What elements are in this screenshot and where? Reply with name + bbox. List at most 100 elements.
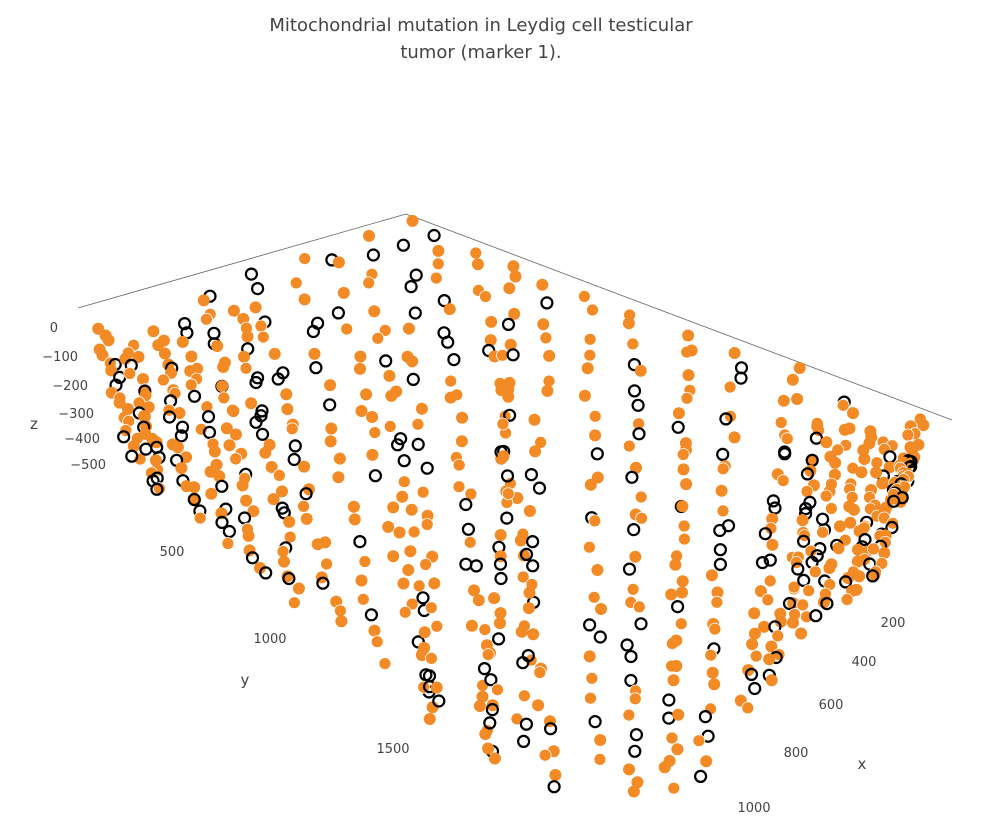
data-point-open bbox=[547, 780, 561, 794]
data-point-filled bbox=[628, 692, 642, 706]
data-point-filled bbox=[147, 325, 160, 338]
data-point-open bbox=[593, 630, 607, 644]
data-point-filled bbox=[354, 362, 366, 375]
data-point-filled bbox=[217, 391, 231, 405]
data-point-filled bbox=[665, 588, 678, 601]
data-point-filled bbox=[528, 413, 541, 426]
data-point-filled bbox=[776, 474, 790, 488]
data-point-filled bbox=[658, 761, 671, 774]
data-point-open bbox=[506, 348, 520, 362]
data-point-filled bbox=[716, 504, 730, 518]
data-point-filled bbox=[515, 625, 528, 638]
data-point-filled bbox=[102, 334, 115, 347]
data-point-filled bbox=[728, 347, 741, 359]
data-point-filled bbox=[676, 586, 688, 599]
data-point-filled bbox=[398, 605, 412, 619]
data-point-filled bbox=[716, 462, 730, 476]
data-point-filled bbox=[397, 475, 411, 489]
data-point-filled bbox=[741, 701, 755, 715]
data-point-filled bbox=[378, 323, 392, 337]
data-point-filled bbox=[420, 518, 434, 531]
data-point-open bbox=[809, 431, 824, 445]
data-point-filled bbox=[200, 400, 214, 414]
data-point-filled bbox=[627, 785, 640, 798]
data-point-open bbox=[622, 562, 637, 576]
data-point-filled bbox=[823, 562, 836, 574]
data-point-filled bbox=[383, 369, 396, 382]
z-tick-label: −300 bbox=[58, 407, 94, 422]
data-point-filled bbox=[383, 419, 397, 433]
data-point-filled bbox=[482, 742, 495, 755]
data-point-open bbox=[744, 667, 759, 682]
data-point-open bbox=[459, 557, 473, 571]
data-point-open bbox=[259, 566, 273, 580]
data-point-open bbox=[815, 512, 830, 526]
data-point-filled bbox=[289, 276, 303, 290]
data-point-filled bbox=[188, 481, 201, 494]
data-point-filled bbox=[808, 565, 822, 579]
data-point-open bbox=[713, 557, 728, 572]
data-point-filled bbox=[366, 448, 379, 461]
data-point-filled bbox=[802, 584, 816, 598]
data-point-filled bbox=[418, 626, 431, 639]
data-point-open bbox=[532, 481, 547, 495]
data-point-filled bbox=[452, 458, 466, 472]
data-point-open bbox=[222, 524, 236, 539]
data-point-filled bbox=[494, 529, 507, 541]
data-point-filled bbox=[385, 389, 398, 402]
data-point-filled bbox=[229, 452, 243, 466]
data-point-filled bbox=[581, 362, 594, 375]
data-point-open bbox=[323, 398, 337, 412]
data-point-filled bbox=[423, 713, 436, 725]
data-point-filled bbox=[405, 597, 419, 611]
data-point-open bbox=[411, 437, 425, 451]
data-point-filled bbox=[158, 347, 171, 360]
data-point-filled bbox=[523, 505, 536, 517]
data-point-filled bbox=[476, 679, 490, 692]
y-tick-label: 1000 bbox=[253, 632, 286, 647]
data-point-open bbox=[883, 450, 897, 464]
data-point-open bbox=[625, 470, 639, 484]
data-point-filled bbox=[787, 597, 800, 610]
data-point-filled bbox=[804, 464, 817, 477]
data-point-filled bbox=[402, 322, 415, 335]
data-point-open bbox=[447, 353, 461, 367]
data-point-open bbox=[698, 709, 713, 724]
data-point-filled bbox=[300, 512, 313, 525]
x-tick-label: 600 bbox=[819, 698, 844, 713]
data-point-filled bbox=[113, 396, 126, 409]
data-point-filled bbox=[254, 319, 268, 333]
data-point-filled bbox=[387, 501, 400, 514]
data-point-open bbox=[461, 522, 475, 536]
data-point-filled bbox=[370, 635, 384, 649]
data-point-open bbox=[404, 280, 418, 294]
data-point-filled bbox=[220, 422, 233, 435]
data-points bbox=[92, 214, 930, 798]
data-point-filled bbox=[432, 244, 445, 257]
data-point-filled bbox=[793, 362, 806, 374]
data-point-filled bbox=[217, 361, 230, 373]
data-point-filled bbox=[671, 743, 684, 756]
back-edge-right bbox=[405, 213, 953, 421]
data-point-filled bbox=[533, 666, 547, 679]
data-point-filled bbox=[387, 550, 400, 563]
data-point-filled bbox=[635, 511, 648, 525]
data-point-open bbox=[309, 361, 323, 375]
data-point-filled bbox=[786, 373, 799, 386]
data-point-open bbox=[316, 576, 330, 590]
data-point-filled bbox=[175, 462, 188, 475]
data-point-open bbox=[620, 638, 634, 652]
data-point-open bbox=[796, 534, 811, 548]
data-point-filled bbox=[518, 689, 531, 703]
data-point-filled bbox=[677, 519, 691, 533]
data-point-filled bbox=[677, 463, 690, 476]
data-point-filled bbox=[472, 594, 485, 607]
back-edge-left bbox=[77, 213, 407, 309]
data-point-filled bbox=[259, 446, 272, 459]
data-point-open bbox=[139, 442, 153, 456]
data-point-filled bbox=[855, 466, 868, 479]
data-point-open bbox=[763, 553, 777, 567]
data-point-open bbox=[662, 693, 676, 707]
data-point-open bbox=[693, 769, 708, 784]
